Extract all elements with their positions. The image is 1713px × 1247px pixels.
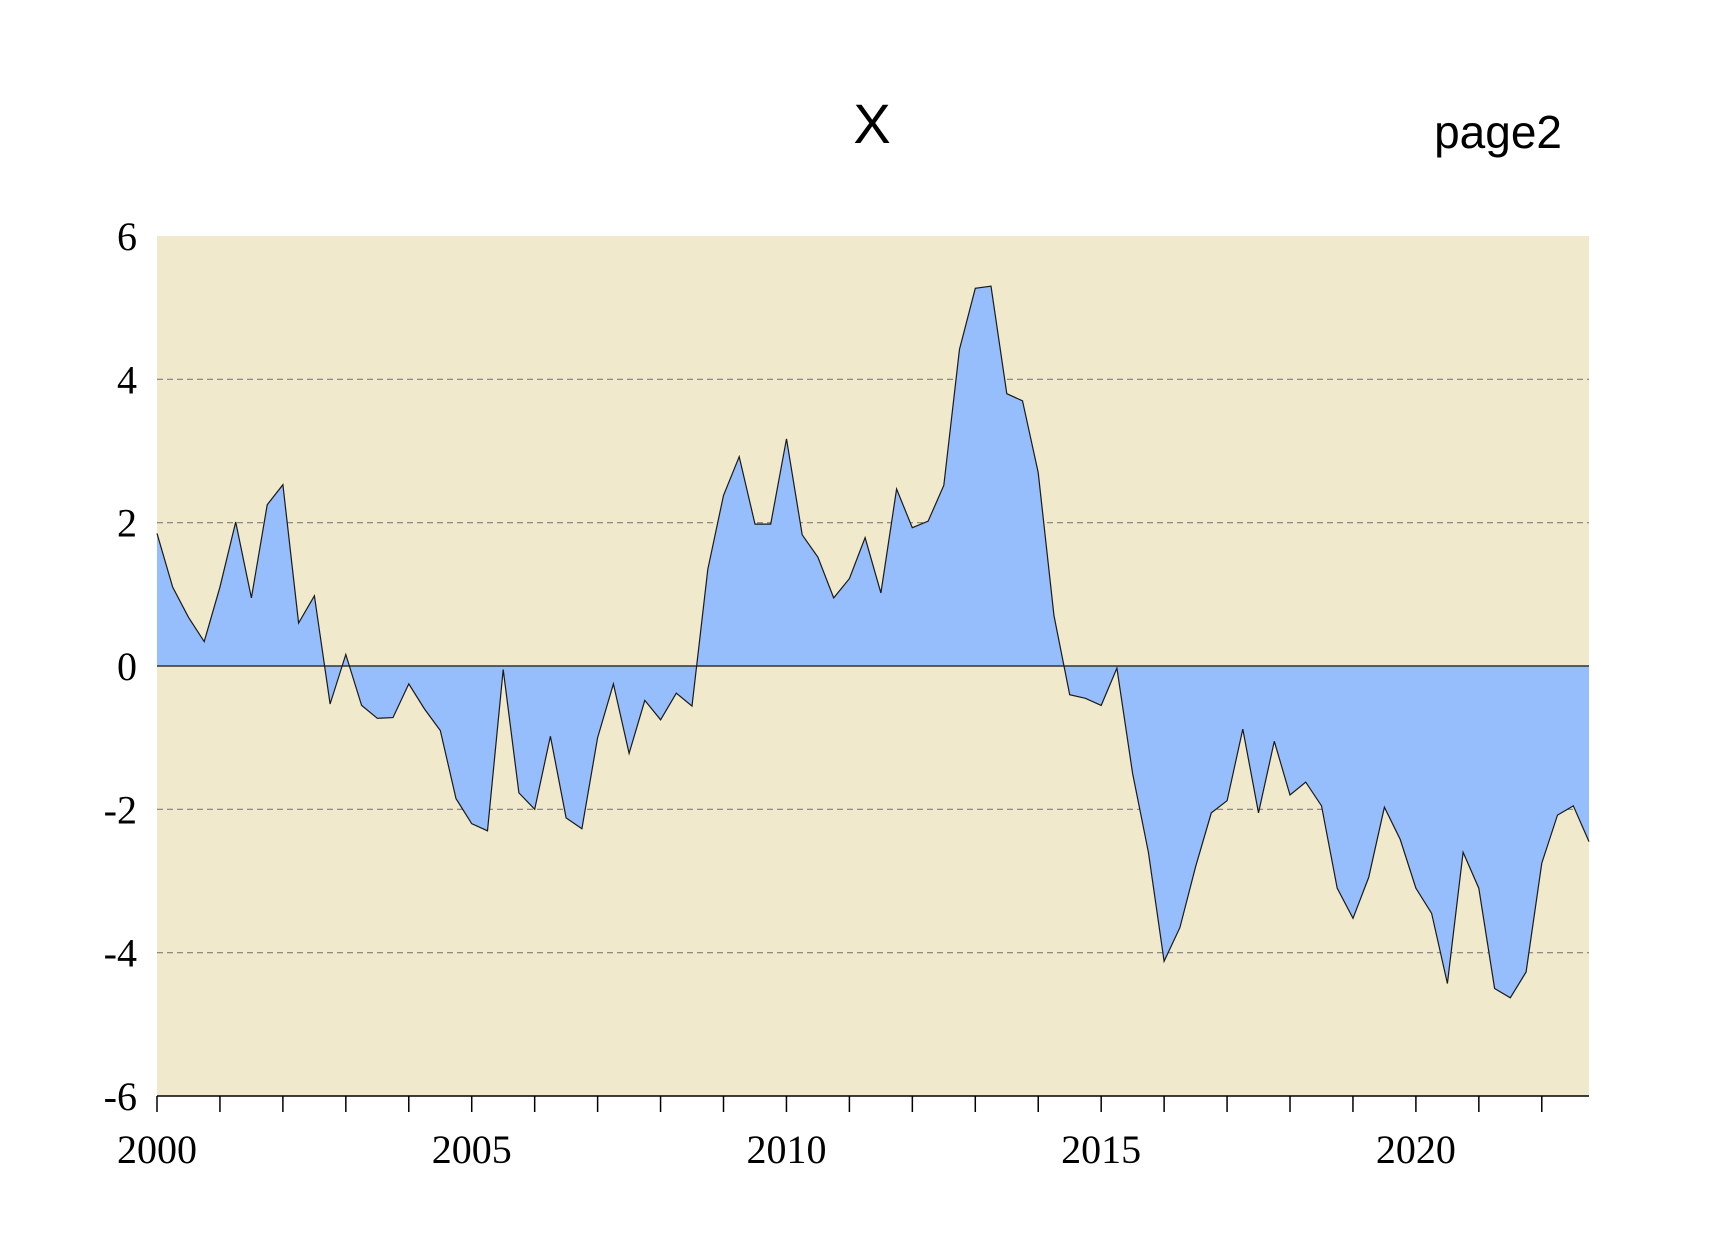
y-tick-label: 4 <box>117 357 137 402</box>
x-tick-label: 2005 <box>432 1127 512 1172</box>
y-tick-label: 0 <box>117 644 137 689</box>
x-tick-label: 2015 <box>1061 1127 1141 1172</box>
x-ticks <box>156 1096 1543 1112</box>
x-tick-label: 2000 <box>117 1127 197 1172</box>
y-tick-label: -2 <box>104 787 137 832</box>
x-tick-label: 2010 <box>746 1127 826 1172</box>
chart-title: X <box>853 92 890 155</box>
y-tick-label: 2 <box>117 501 137 546</box>
x-tick-labels: 2000 2005 2010 2015 2020 <box>117 1127 1456 1172</box>
area-outline <box>156 285 1590 999</box>
y-tick-label: -6 <box>104 1074 137 1119</box>
x-tick-label: 2020 <box>1376 1127 1456 1172</box>
y-tick-label: 6 <box>117 214 137 259</box>
page-label: page2 <box>1434 106 1562 158</box>
area-fill <box>157 286 1589 998</box>
y-tick-labels: -6 -4 -2 0 2 4 6 <box>104 214 137 1119</box>
y-tick-label: -4 <box>104 931 137 976</box>
